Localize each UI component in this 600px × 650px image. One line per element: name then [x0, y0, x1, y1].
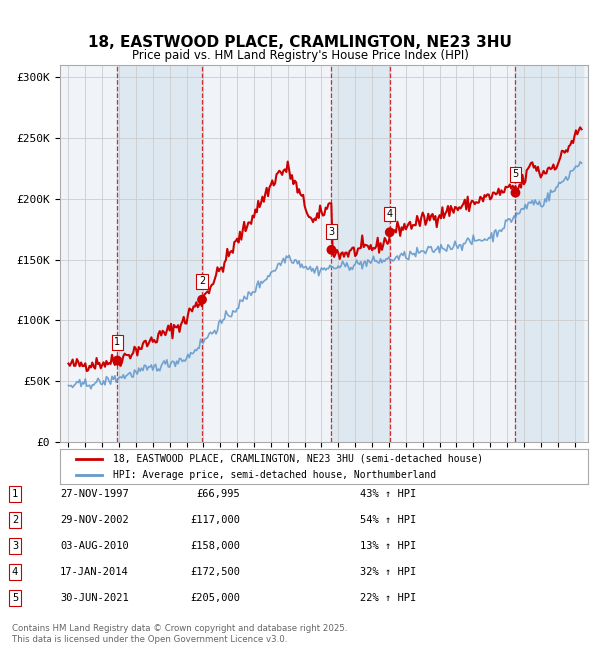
Point [113, 356, 122, 366]
Text: 5: 5 [512, 170, 518, 179]
Text: 29-NOV-2002: 29-NOV-2002 [60, 515, 129, 525]
Text: 03-AUG-2010: 03-AUG-2010 [60, 541, 129, 551]
Text: £172,500: £172,500 [190, 567, 240, 577]
Text: 43% ↑ HPI: 43% ↑ HPI [360, 489, 416, 499]
Text: 4: 4 [387, 209, 393, 219]
Text: 54% ↑ HPI: 54% ↑ HPI [360, 515, 416, 525]
Text: 30-JUN-2021: 30-JUN-2021 [60, 593, 129, 603]
Text: 18, EASTWOOD PLACE, CRAMLINGTON, NE23 3HU: 18, EASTWOOD PLACE, CRAMLINGTON, NE23 3H… [88, 34, 512, 50]
Text: £205,000: £205,000 [190, 593, 240, 603]
Text: 17-JAN-2014: 17-JAN-2014 [60, 567, 129, 577]
Text: 32% ↑ HPI: 32% ↑ HPI [360, 567, 416, 577]
Text: 27-NOV-1997: 27-NOV-1997 [60, 489, 129, 499]
Point [511, 187, 520, 198]
Text: 2: 2 [199, 276, 205, 287]
Text: 1: 1 [12, 489, 18, 499]
Text: 3: 3 [328, 227, 334, 237]
Point [326, 244, 336, 255]
Point [197, 294, 207, 305]
Text: 5: 5 [12, 593, 18, 603]
Text: 1: 1 [114, 337, 121, 347]
Text: 18, EASTWOOD PLACE, CRAMLINGTON, NE23 3HU (semi-detached house): 18, EASTWOOD PLACE, CRAMLINGTON, NE23 3H… [113, 454, 483, 463]
Text: 2: 2 [12, 515, 18, 525]
Text: 3: 3 [12, 541, 18, 551]
Text: 13% ↑ HPI: 13% ↑ HPI [360, 541, 416, 551]
Bar [118, 65, 202, 442]
Text: £117,000: £117,000 [190, 515, 240, 525]
Text: Contains HM Land Registry data © Crown copyright and database right 2025.
This d: Contains HM Land Registry data © Crown c… [12, 624, 347, 644]
Bar [331, 65, 390, 442]
Bar [515, 65, 583, 442]
Text: 22% ↑ HPI: 22% ↑ HPI [360, 593, 416, 603]
Text: 4: 4 [12, 567, 18, 577]
Point [385, 227, 395, 237]
Text: HPI: Average price, semi-detached house, Northumberland: HPI: Average price, semi-detached house,… [113, 471, 436, 480]
Text: £66,995: £66,995 [196, 489, 240, 499]
Text: £158,000: £158,000 [190, 541, 240, 551]
Text: Price paid vs. HM Land Registry's House Price Index (HPI): Price paid vs. HM Land Registry's House … [131, 49, 469, 62]
